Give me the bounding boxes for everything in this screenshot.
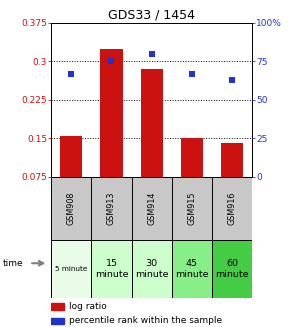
Text: time: time bbox=[3, 259, 23, 268]
Bar bbox=[51, 240, 91, 298]
Text: GSM914: GSM914 bbox=[147, 192, 156, 225]
Bar bbox=[51, 318, 64, 324]
Text: 15
minute: 15 minute bbox=[95, 259, 128, 279]
Point bbox=[190, 71, 194, 76]
Bar bbox=[91, 177, 132, 240]
Text: 60
minute: 60 minute bbox=[215, 259, 249, 279]
Text: GSM916: GSM916 bbox=[227, 192, 236, 225]
Point bbox=[69, 71, 74, 76]
Bar bbox=[221, 143, 243, 215]
Text: 5 minute: 5 minute bbox=[55, 266, 88, 272]
Bar bbox=[212, 177, 252, 240]
Bar bbox=[51, 177, 91, 240]
Bar bbox=[181, 138, 203, 215]
Bar bbox=[212, 240, 252, 298]
Text: GSM908: GSM908 bbox=[67, 192, 76, 225]
Text: log ratio: log ratio bbox=[69, 302, 107, 311]
Point bbox=[109, 59, 114, 64]
Text: GSM915: GSM915 bbox=[187, 192, 196, 225]
Bar bbox=[132, 240, 172, 298]
Bar bbox=[141, 69, 163, 215]
Point bbox=[149, 51, 154, 56]
Bar bbox=[132, 177, 172, 240]
Bar bbox=[60, 136, 82, 215]
Text: percentile rank within the sample: percentile rank within the sample bbox=[69, 316, 222, 325]
Text: 30
minute: 30 minute bbox=[135, 259, 168, 279]
Point bbox=[230, 77, 234, 82]
Title: GDS33 / 1454: GDS33 / 1454 bbox=[108, 9, 195, 22]
Bar bbox=[100, 48, 122, 215]
Bar bbox=[172, 240, 212, 298]
Text: GSM913: GSM913 bbox=[107, 192, 116, 225]
Text: 45
minute: 45 minute bbox=[175, 259, 209, 279]
Bar bbox=[172, 177, 212, 240]
Bar bbox=[91, 240, 132, 298]
Bar bbox=[51, 303, 64, 310]
